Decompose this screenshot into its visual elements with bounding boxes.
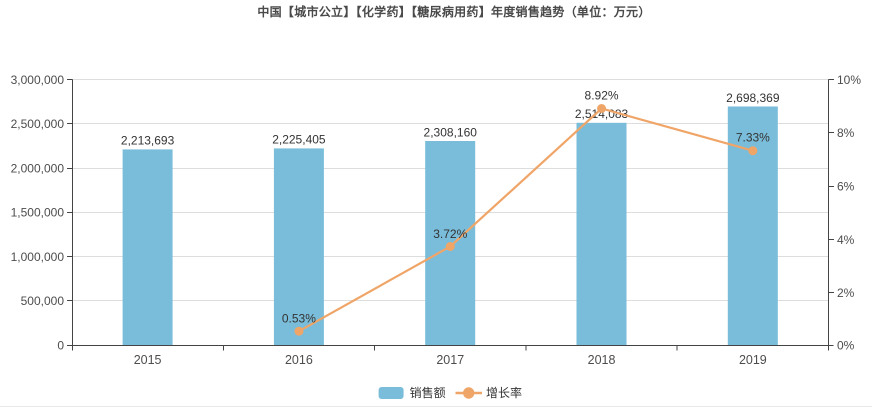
svg-text:0%: 0%	[837, 339, 855, 353]
svg-text:500,000: 500,000	[21, 294, 65, 308]
svg-text:2016: 2016	[285, 353, 313, 367]
svg-text:6%: 6%	[837, 180, 855, 194]
svg-text:2015: 2015	[134, 353, 162, 367]
svg-text:增长率: 增长率	[486, 385, 522, 400]
svg-text:1,500,000: 1,500,000	[11, 206, 65, 220]
svg-text:0: 0	[57, 339, 64, 353]
svg-text:7.33%: 7.33%	[736, 131, 770, 145]
svg-text:2,500,000: 2,500,000	[11, 117, 65, 131]
svg-text:8.92%: 8.92%	[585, 89, 619, 103]
svg-text:销售额: 销售额	[410, 385, 446, 400]
svg-text:2,213,693: 2,213,693	[121, 133, 175, 147]
svg-text:3,000,000: 3,000,000	[11, 73, 65, 87]
svg-text:2,514,083: 2,514,083	[575, 107, 629, 121]
svg-text:2,308,160: 2,308,160	[424, 125, 478, 139]
svg-text:4%: 4%	[837, 233, 855, 247]
svg-text:2,000,000: 2,000,000	[11, 162, 65, 176]
svg-text:2,698,369: 2,698,369	[726, 91, 780, 105]
svg-text:3.72%: 3.72%	[433, 227, 467, 241]
svg-text:2018: 2018	[588, 353, 616, 367]
svg-text:2,225,405: 2,225,405	[272, 133, 326, 147]
svg-text:2017: 2017	[436, 353, 464, 367]
svg-text:0.53%: 0.53%	[282, 312, 316, 326]
svg-text:2019: 2019	[739, 353, 767, 367]
svg-text:1,000,000: 1,000,000	[11, 250, 65, 264]
svg-text:2%: 2%	[837, 286, 855, 300]
svg-text:10%: 10%	[837, 73, 861, 87]
svg-text:8%: 8%	[837, 126, 855, 140]
svg-text:中国【城市公立】【化学药】【糖尿病用药】年度销售趋势（单位：: 中国【城市公立】【化学药】【糖尿病用药】年度销售趋势（单位：万元）	[257, 4, 650, 19]
